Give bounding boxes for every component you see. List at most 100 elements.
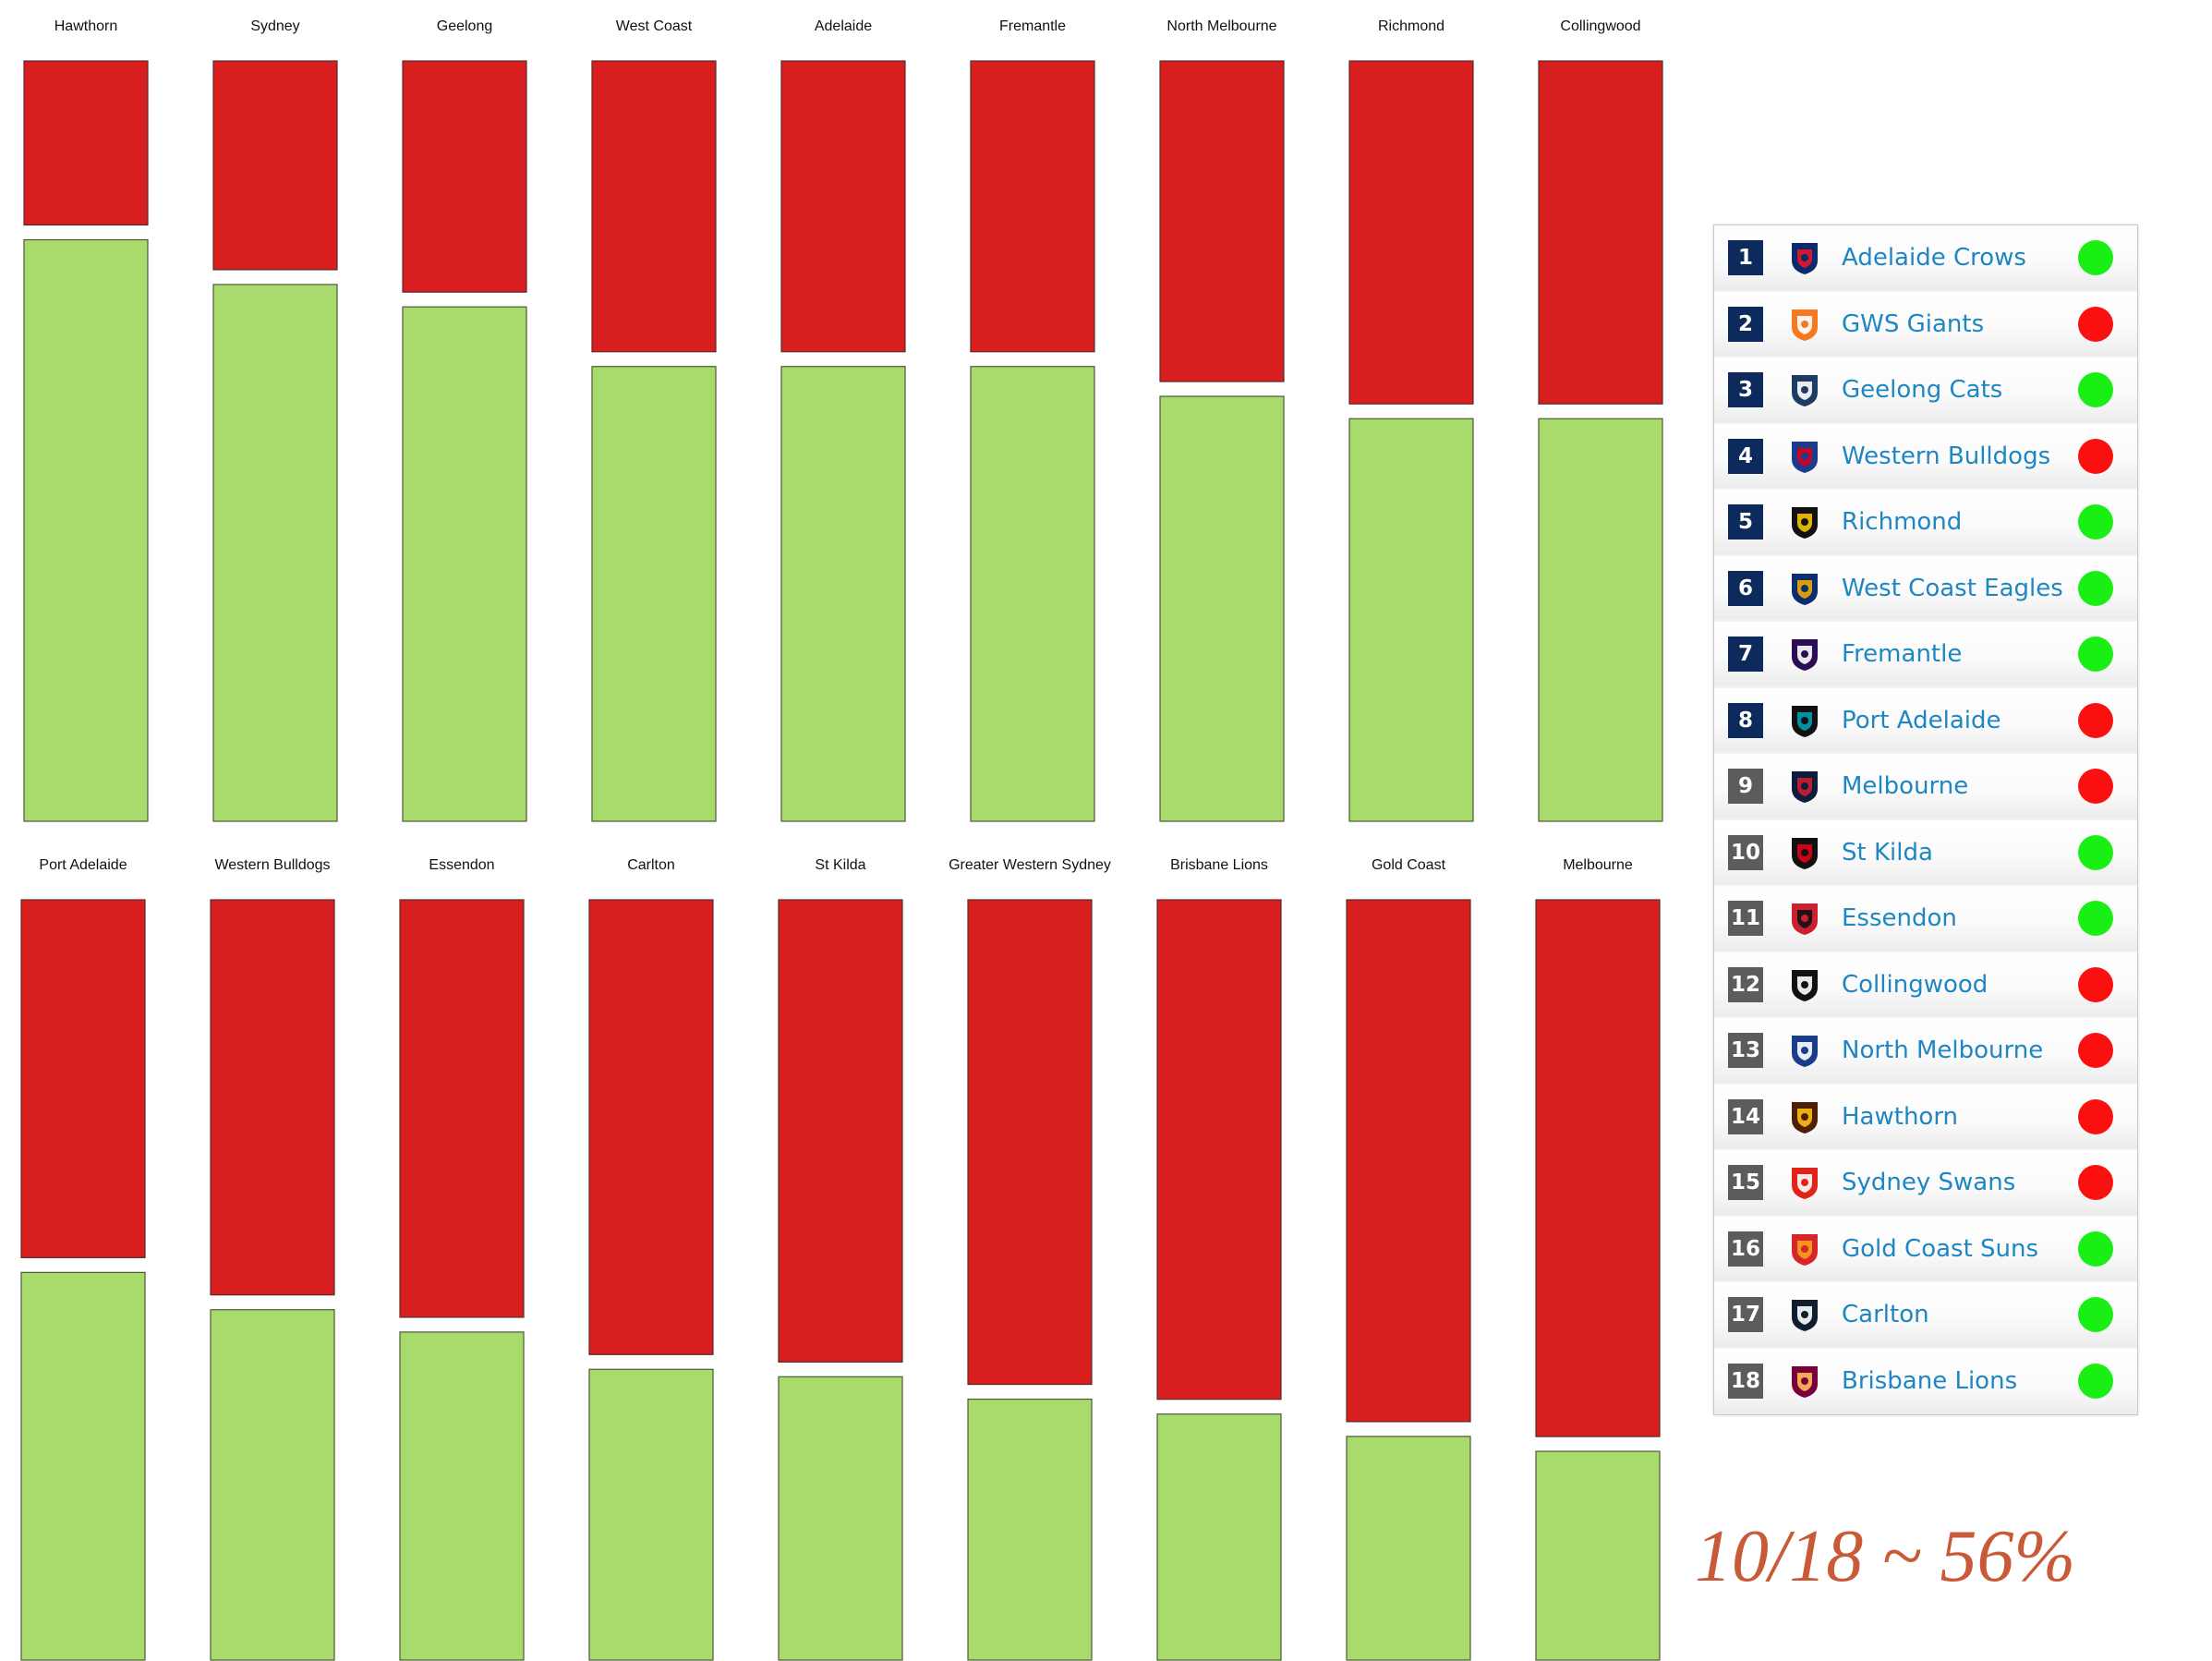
- rank-badge: 14: [1728, 1098, 1763, 1134]
- power-icon: [1792, 705, 1818, 737]
- team-name: St Kilda: [1842, 838, 1933, 867]
- status-dot-red: [2078, 1033, 2113, 1068]
- bar-red-segment: [210, 899, 335, 1296]
- bar-label: Melbourne: [1563, 857, 1633, 873]
- bar-green-segment: [210, 1309, 335, 1661]
- bar-red-segment: [402, 60, 527, 293]
- bar-label: Essendon: [429, 857, 494, 873]
- team-name: Carlton: [1842, 1301, 1929, 1328]
- rank-badge: 1: [1728, 240, 1763, 275]
- bar-red-segment: [212, 60, 338, 271]
- sun-icon: [1792, 1233, 1818, 1266]
- team-name: Port Adelaide: [1842, 706, 2001, 734]
- status-dot-green: [2078, 1297, 2113, 1332]
- crow-icon: [1792, 243, 1818, 274]
- status-dot-green: [2078, 1363, 2113, 1399]
- kangaroo-icon: [1792, 1036, 1818, 1067]
- rank-badge: 8: [1728, 702, 1763, 738]
- bar-green-segment: [591, 366, 717, 822]
- ladder-row: 16 Gold Coast Suns: [1714, 1216, 2137, 1282]
- ladder-row: 7 Fremantle: [1714, 622, 2137, 688]
- bar-label: Adelaide: [815, 18, 872, 34]
- bar-green-segment: [778, 1376, 903, 1661]
- ladder-table: 1 Adelaide Crows 2 GWS Giants 3 Geelong Cats 4…: [1713, 224, 2138, 1415]
- bar-red-segment: [588, 899, 714, 1355]
- rank-badge: 10: [1728, 834, 1763, 870]
- status-dot-green: [2078, 834, 2113, 870]
- bar-red-segment: [1535, 899, 1661, 1437]
- rank-badge: 6: [1728, 570, 1763, 606]
- rank-badge: 12: [1728, 966, 1763, 1002]
- accuracy-summary: 10/18 ~ 56%: [1695, 1516, 2076, 1597]
- bar-red-segment: [780, 60, 906, 353]
- bar-label: Collingwood: [1560, 18, 1640, 34]
- team-name: Sydney Swans: [1842, 1169, 2016, 1196]
- bar-green-segment: [780, 366, 906, 822]
- team-name: Hawthorn: [1842, 1102, 1959, 1131]
- team-probability-bar-charts: Hawthorn Sydney Geelong West Coast Adelaide F…: [20, 18, 1663, 1661]
- team-name: Western Bulldogs: [1842, 442, 2051, 470]
- bar-green-segment: [23, 238, 149, 822]
- bar-label: Gold Coast: [1372, 857, 1446, 873]
- rank-badge: 17: [1728, 1297, 1763, 1332]
- rank-badge: 7: [1728, 637, 1763, 672]
- bar-red-segment: [1159, 60, 1285, 382]
- gws-icon: [1792, 309, 1818, 341]
- bar-label: Carlton: [627, 857, 675, 873]
- ladder-row: 12 Collingwood: [1714, 952, 2137, 1018]
- bar-red-segment: [399, 899, 525, 1318]
- lion-icon: [1792, 1365, 1818, 1398]
- team-name: North Melbourne: [1842, 1037, 2044, 1064]
- team-name: Gold Coast Suns: [1842, 1234, 2039, 1263]
- bar-label: West Coast: [616, 18, 693, 34]
- anchor-icon: [1792, 639, 1818, 671]
- cat-icon: [1792, 375, 1818, 406]
- ladder-row: 15 Sydney Swans: [1714, 1150, 2137, 1217]
- status-dot-red: [2078, 1165, 2113, 1200]
- ladder-row: 11 Essendon: [1714, 886, 2137, 952]
- rank-badge: 13: [1728, 1033, 1763, 1068]
- team-name: West Coast Eagles: [1842, 574, 2063, 602]
- status-dot-green: [2078, 504, 2113, 540]
- ladder-row: 14 Hawthorn: [1714, 1084, 2137, 1150]
- rank-badge: 18: [1728, 1363, 1763, 1399]
- ladder-row: 3 Geelong Cats: [1714, 358, 2137, 424]
- status-dot-red: [2078, 438, 2113, 474]
- team-name: Brisbane Lions: [1842, 1366, 2018, 1395]
- status-dot-green: [2078, 240, 2113, 275]
- team-name: Adelaide Crows: [1842, 244, 2026, 272]
- bar-label: Fremantle: [999, 18, 1066, 34]
- bar-green-segment: [1156, 1413, 1282, 1661]
- status-dot-green: [2078, 1231, 2113, 1267]
- magpie-icon: [1792, 969, 1818, 1001]
- team-name: Geelong Cats: [1842, 376, 2003, 404]
- tiger-icon: [1792, 507, 1818, 539]
- bar-green-segment: [970, 366, 1095, 822]
- bar-red-segment: [970, 60, 1095, 353]
- demon-icon: [1792, 771, 1818, 803]
- bar-red-segment: [1156, 899, 1282, 1400]
- rank-badge: 2: [1728, 306, 1763, 342]
- team-name: Fremantle: [1842, 640, 1963, 668]
- rank-badge: 4: [1728, 438, 1763, 474]
- bar-green-segment: [967, 1398, 1093, 1661]
- team-name: GWS Giants: [1842, 309, 1985, 338]
- ladder-row: 10 St Kilda: [1714, 819, 2137, 886]
- status-dot-red: [2078, 966, 2113, 1002]
- bar-red-segment: [591, 60, 717, 353]
- bar-label: Brisbane Lions: [1170, 857, 1268, 873]
- ladder-row: 4 Western Bulldogs: [1714, 423, 2137, 490]
- status-dot-green: [2078, 637, 2113, 672]
- status-dot-red: [2078, 769, 2113, 804]
- blues-icon: [1792, 1300, 1818, 1331]
- ladder-row: 6 West Coast Eagles: [1714, 555, 2137, 622]
- bar-label: Geelong: [437, 18, 493, 34]
- team-name: Essendon: [1842, 904, 1957, 932]
- ladder-row: 18 Brisbane Lions: [1714, 1348, 2137, 1414]
- status-dot-red: [2078, 702, 2113, 738]
- bar-label: Sydney: [250, 18, 299, 34]
- eagle-icon: [1792, 573, 1818, 605]
- ladder-row: 2 GWS Giants: [1714, 291, 2137, 358]
- ladder-row: 5 Richmond: [1714, 490, 2137, 556]
- bar-red-segment: [20, 899, 146, 1258]
